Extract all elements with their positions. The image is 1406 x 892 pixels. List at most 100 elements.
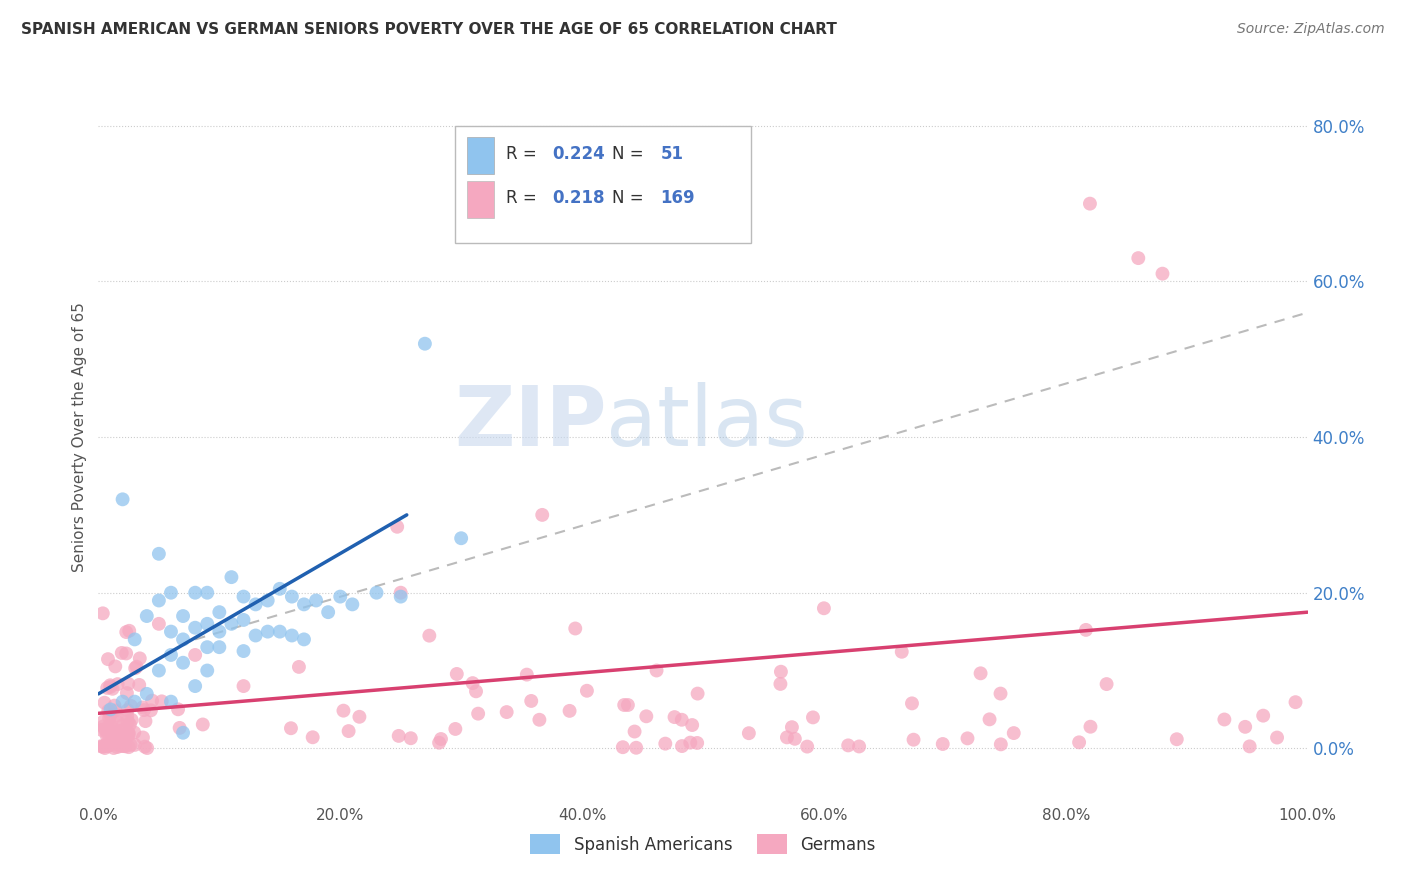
- Point: [124, 661, 146, 675]
- Point: [837, 739, 859, 753]
- Point: [97, 721, 120, 735]
- Point: [160, 648, 183, 662]
- Text: 51: 51: [661, 145, 683, 163]
- Point: [901, 697, 924, 711]
- Point: [990, 737, 1012, 751]
- Point: [148, 664, 170, 678]
- Point: [117, 677, 139, 691]
- Point: [399, 731, 422, 746]
- Point: [1128, 251, 1150, 265]
- Point: [90, 739, 112, 754]
- Point: [245, 598, 267, 612]
- Point: [564, 622, 586, 636]
- Point: [1078, 196, 1101, 211]
- Point: [1213, 713, 1236, 727]
- Point: [117, 729, 139, 743]
- Point: [115, 686, 138, 700]
- Text: 169: 169: [661, 189, 696, 207]
- Point: [131, 700, 153, 714]
- Point: [160, 585, 183, 599]
- Point: [184, 621, 207, 635]
- Point: [208, 624, 231, 639]
- Point: [332, 704, 354, 718]
- Point: [110, 729, 132, 743]
- Y-axis label: Seniors Poverty Over the Age of 65: Seniors Poverty Over the Age of 65: [72, 302, 87, 572]
- Point: [979, 712, 1001, 726]
- Point: [118, 740, 141, 755]
- Text: Source: ZipAtlas.com: Source: ZipAtlas.com: [1237, 22, 1385, 37]
- Point: [686, 736, 709, 750]
- Point: [98, 711, 121, 725]
- Point: [98, 708, 121, 723]
- Point: [681, 718, 703, 732]
- Point: [664, 710, 686, 724]
- Point: [558, 704, 581, 718]
- Text: N =: N =: [613, 145, 650, 163]
- Point: [117, 703, 139, 717]
- Point: [111, 738, 134, 752]
- Point: [903, 732, 925, 747]
- Point: [111, 695, 134, 709]
- Point: [120, 738, 142, 752]
- Point: [465, 684, 488, 698]
- Point: [575, 683, 598, 698]
- Point: [184, 648, 207, 662]
- Point: [105, 715, 128, 730]
- Point: [98, 731, 121, 745]
- Point: [134, 739, 156, 754]
- Point: [281, 590, 304, 604]
- Point: [389, 585, 412, 599]
- Point: [385, 520, 408, 534]
- Point: [100, 702, 122, 716]
- Point: [97, 739, 120, 753]
- Point: [91, 739, 114, 754]
- Point: [446, 667, 468, 681]
- Point: [769, 665, 792, 679]
- Point: [100, 680, 122, 694]
- Point: [418, 629, 440, 643]
- Point: [645, 664, 668, 678]
- Point: [288, 660, 311, 674]
- Point: [617, 698, 640, 712]
- Point: [111, 739, 134, 753]
- Point: [110, 724, 132, 739]
- Point: [103, 734, 125, 748]
- Point: [90, 723, 112, 737]
- Point: [195, 640, 218, 655]
- Point: [1002, 726, 1025, 740]
- Point: [93, 696, 115, 710]
- Point: [128, 678, 150, 692]
- Point: [427, 736, 450, 750]
- Point: [101, 681, 124, 696]
- Point: [1265, 731, 1288, 745]
- FancyBboxPatch shape: [456, 126, 751, 244]
- Point: [104, 704, 127, 718]
- Point: [160, 695, 183, 709]
- Point: [112, 739, 135, 753]
- Point: [221, 570, 243, 584]
- Point: [495, 705, 517, 719]
- Point: [671, 713, 693, 727]
- Point: [111, 646, 134, 660]
- Point: [195, 664, 218, 678]
- Point: [349, 710, 371, 724]
- Point: [124, 738, 146, 752]
- Point: [191, 717, 214, 731]
- Point: [169, 721, 191, 735]
- Point: [96, 739, 118, 753]
- Text: SPANISH AMERICAN VS GERMAN SENIORS POVERTY OVER THE AGE OF 65 CORRELATION CHART: SPANISH AMERICAN VS GERMAN SENIORS POVER…: [21, 22, 837, 37]
- Point: [121, 713, 143, 727]
- Point: [990, 687, 1012, 701]
- Point: [932, 737, 955, 751]
- Point: [93, 722, 115, 736]
- Point: [305, 593, 328, 607]
- Point: [769, 677, 792, 691]
- Point: [232, 613, 254, 627]
- Point: [96, 729, 118, 743]
- Point: [413, 336, 436, 351]
- Point: [516, 667, 538, 681]
- Point: [450, 531, 472, 545]
- Point: [103, 741, 125, 756]
- Point: [91, 607, 114, 621]
- Point: [134, 714, 156, 728]
